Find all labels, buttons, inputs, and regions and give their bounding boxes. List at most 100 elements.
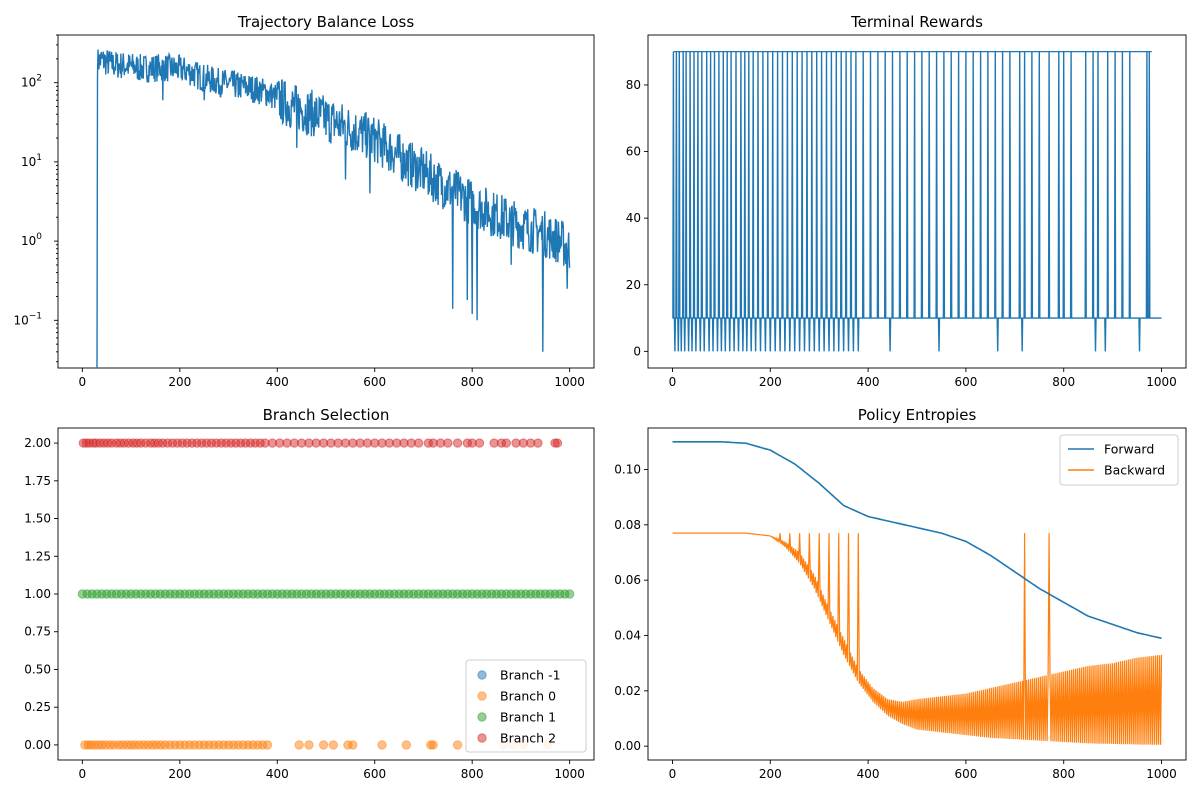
x-tick-label: 200 [168, 375, 191, 389]
x-tick-label: 1000 [1146, 767, 1177, 781]
x-tick-label: 0 [669, 767, 677, 781]
rewards-series-line [672, 51, 1162, 352]
forward-series-line [672, 440, 1162, 640]
series-branch-2 [78, 438, 563, 448]
x-tick-label: 400 [266, 375, 289, 389]
chart-title: Trajectory Balance Loss [237, 13, 415, 31]
y-tick-exponent: 1 [36, 153, 42, 163]
y-tick-label: 0.00 [614, 739, 641, 753]
y-tick-label: 40 [626, 211, 641, 225]
x-tick-label: 800 [1052, 375, 1075, 389]
scatter-point [262, 740, 273, 750]
chart-title: Branch Selection [263, 406, 390, 424]
legend-label: Forward [1104, 442, 1154, 457]
legend-marker [477, 733, 487, 743]
y-tick-label: 0.50 [24, 662, 51, 676]
legend-label: Backward [1104, 463, 1165, 478]
y-tick-label: 10−1 [13, 311, 42, 327]
x-tick-label: 200 [759, 375, 782, 389]
y-tick-label: 0.25 [24, 700, 51, 714]
series-branch-1 [77, 589, 575, 599]
legend-label: Branch 0 [500, 689, 556, 704]
y-tick-base: 10 [13, 313, 28, 327]
y-tick-label: 0.04 [614, 629, 641, 643]
y-tick-label: 80 [626, 78, 641, 92]
scatter-point [304, 740, 314, 750]
y-tick-label: 101 [21, 153, 42, 169]
x-tick-label: 800 [1052, 767, 1075, 781]
scatter-point [328, 740, 339, 750]
y-tick-label: 1.50 [24, 512, 51, 526]
y-tick-exponent: −1 [29, 311, 42, 321]
y-tick-label: 1.75 [24, 474, 51, 488]
x-tick-label: 400 [857, 375, 880, 389]
y-tick-base: 10 [21, 155, 36, 169]
plot-frame [647, 34, 1187, 369]
y-tick-label: 1.25 [24, 549, 51, 563]
legend-marker [477, 691, 487, 701]
chart-title: Terminal Rewards [850, 13, 983, 31]
series-branch-0 [80, 740, 553, 750]
x-tick-label: 1000 [1146, 375, 1177, 389]
y-tick-label: 0.06 [614, 573, 641, 587]
x-tick-label: 600 [363, 767, 386, 781]
chart-title: Policy Entropies [858, 406, 977, 424]
x-tick-label: 600 [954, 375, 977, 389]
branch-selection-panel: Branch Selection 0 200 400 600 800 1000 0.00 0.2… [24, 406, 595, 781]
scatter-point [474, 438, 485, 448]
scatter-point [377, 740, 387, 750]
scatter-point [413, 438, 424, 448]
y-tick-exponent: 0 [36, 232, 42, 242]
x-tick-label: 600 [363, 375, 386, 389]
legend-box [465, 659, 587, 753]
legend-box [1059, 434, 1179, 486]
y-tick-label: 0.75 [24, 625, 51, 639]
y-tick-label: 20 [626, 278, 641, 292]
x-tick-label: 200 [759, 767, 782, 781]
legend-label: Branch 2 [500, 731, 556, 746]
y-tick-label: 60 [626, 145, 641, 159]
y-tick-base: 10 [21, 76, 36, 90]
plot-frame [57, 34, 595, 369]
y-tick-label: 100 [21, 232, 42, 248]
y-tick-label: 0.02 [614, 684, 641, 698]
x-tick-label: 0 [79, 767, 87, 781]
policy-entropies-panel: Policy Entropies 0 200 400 600 800 1000 0.00 0.0… [614, 406, 1187, 781]
x-tick-label: 400 [266, 767, 289, 781]
legend: Forward Backward [1059, 434, 1179, 486]
legend-marker [477, 712, 487, 722]
legend: Branch -1 Branch 0 Branch 1 Branch 2 [465, 659, 587, 753]
scatter-point [533, 438, 543, 448]
y-tick-label: 0.10 [614, 463, 641, 477]
x-tick-label: 800 [461, 767, 484, 781]
y-tick-label: 1.00 [24, 587, 51, 601]
scatter-point [294, 740, 304, 750]
legend-label: Branch -1 [500, 668, 561, 683]
terminal-rewards-panel: Terminal Rewards 0 200 400 600 800 1000 0 20 40 60… [626, 13, 1187, 389]
scatter-point [501, 438, 511, 448]
scatter-point [428, 740, 438, 750]
loss-series-line [96, 49, 571, 368]
scatter-point [552, 438, 563, 448]
y-tick-label: 0.00 [24, 738, 51, 752]
scatter-point [401, 740, 412, 750]
y-tick-label: 0.08 [614, 518, 641, 532]
x-tick-label: 0 [79, 375, 87, 389]
y-tick-base: 10 [21, 234, 36, 248]
scatter-point [564, 589, 575, 599]
x-tick-label: 1000 [554, 767, 585, 781]
x-tick-label: 200 [168, 767, 191, 781]
x-tick-label: 800 [461, 375, 484, 389]
scatter-point [318, 740, 329, 750]
backward-series-line [672, 532, 1163, 745]
x-tick-label: 0 [669, 375, 677, 389]
x-tick-label: 400 [857, 767, 880, 781]
scatter-point [443, 438, 453, 448]
y-tick-exponent: 2 [36, 74, 42, 84]
legend-marker [477, 670, 487, 680]
y-tick-label: 0 [633, 344, 641, 358]
scatter-point [348, 740, 358, 750]
scatter-point [452, 438, 463, 448]
